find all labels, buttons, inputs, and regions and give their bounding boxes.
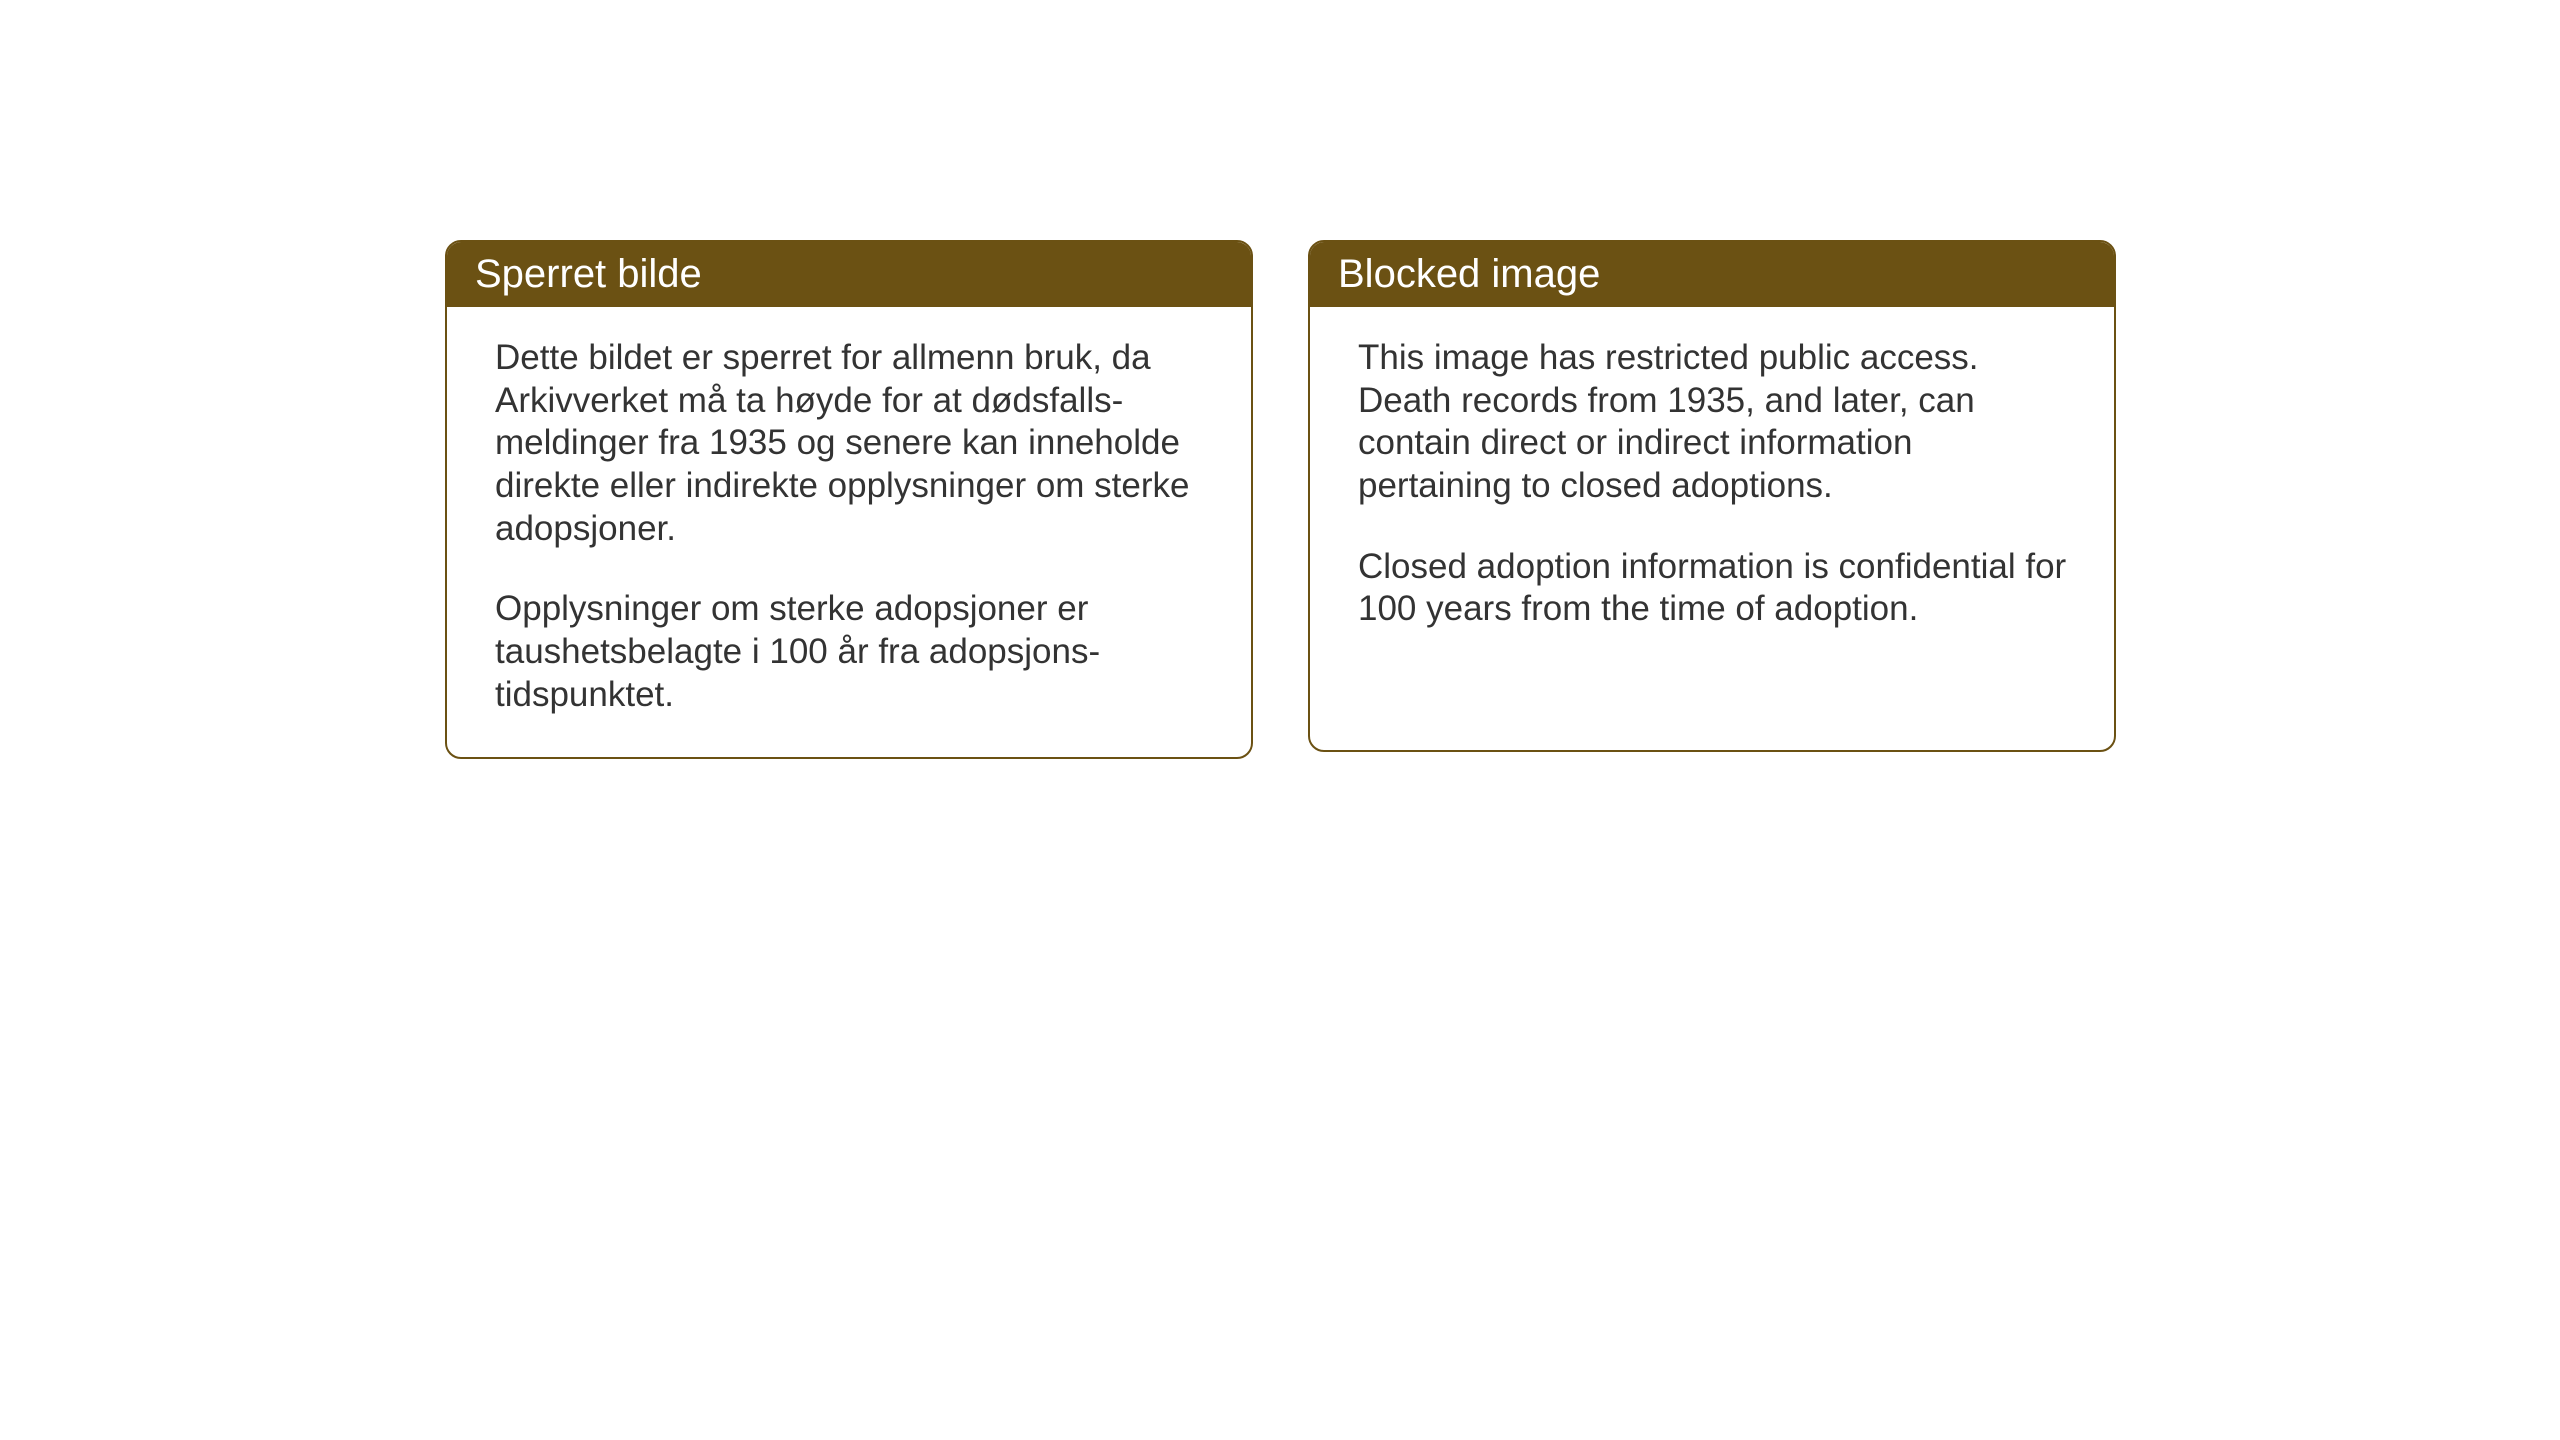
cards-container: Sperret bilde Dette bildet er sperret fo… [445, 240, 2116, 759]
english-paragraph-1: This image has restricted public access.… [1358, 337, 2074, 508]
card-body-norwegian: Dette bildet er sperret for allmenn bruk… [447, 307, 1251, 757]
blocked-image-card-norwegian: Sperret bilde Dette bildet er sperret fo… [445, 240, 1253, 759]
card-header-norwegian: Sperret bilde [447, 242, 1251, 307]
card-header-english: Blocked image [1310, 242, 2114, 307]
norwegian-paragraph-1: Dette bildet er sperret for allmenn bruk… [495, 337, 1211, 550]
norwegian-paragraph-2: Opplysninger om sterke adopsjoner er tau… [495, 588, 1211, 716]
blocked-image-card-english: Blocked image This image has restricted … [1308, 240, 2116, 752]
card-body-english: This image has restricted public access.… [1310, 307, 2114, 671]
english-paragraph-2: Closed adoption information is confident… [1358, 546, 2074, 631]
